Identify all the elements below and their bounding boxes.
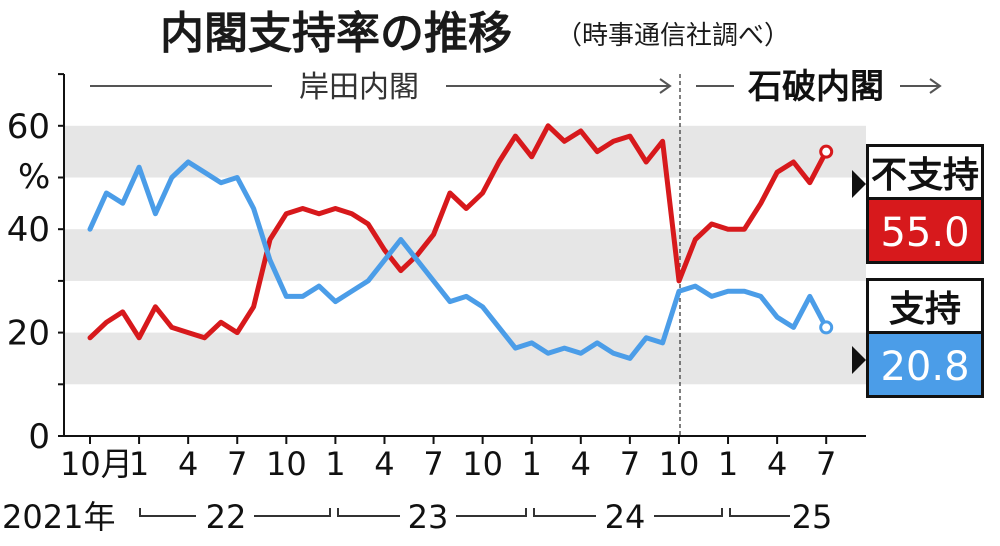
y-axis-ticks: 0 20 40 60 [7,73,64,457]
x-tick-label: 1 [718,445,738,483]
year-label-24: 24 [605,498,646,536]
year-label-2021: 2021年 [2,498,115,536]
arrow-right-icon [929,78,942,94]
y-tick-label: 0 [28,417,50,457]
series-layer [87,123,834,361]
legend-label-disapproval: 不支持 [871,155,979,196]
chart-title: 内閣支持率の推移 [160,8,512,59]
x-tick-label: 4 [374,445,394,483]
y-tick-label: 60 [7,107,50,147]
x-tick-label: 7 [620,445,640,483]
era-label-kishida: 岸田内閣 [299,70,419,105]
y-tick-label: 40 [7,210,50,250]
year-bracket [254,508,331,517]
year-bracket [729,508,790,517]
legend-label-approval: 支持 [889,289,961,330]
series-endpoint-disapproval [819,144,834,159]
year-bracket [533,508,596,517]
x-tick-label: 1 [325,445,345,483]
legend-value-disapproval: 55.0 [880,210,969,256]
y-tick-label: 20 [7,314,50,354]
era-label-ishiba: 石破内閣 [747,67,884,107]
year-bracket [654,508,723,517]
era-kishida: 岸田内閣 [90,70,672,105]
series-endpoint-approval [819,320,834,335]
x-tick-label: 7 [816,445,836,483]
year-bracket [337,508,400,517]
year-label-23: 23 [408,498,449,536]
x-tick-label: 10 [266,445,307,483]
grid-band [64,332,866,385]
year-axis: 2021年 22 23 24 25 [2,498,832,536]
pointer-icon [852,170,866,198]
x-tick-label: 4 [571,445,591,483]
legend-box-value-bg [869,200,981,261]
legend-box-label-bg [869,147,981,197]
series-line-approval [87,159,829,361]
year-label-25: 25 [792,498,833,536]
grid-band [64,125,866,178]
series-line-disapproval [87,123,829,341]
legend-box-label-bg [869,281,981,331]
era-ishiba: 石破内閣 [696,67,942,107]
legend-value-approval: 20.8 [880,344,969,390]
x-tick-label: 1 [129,445,149,483]
x-tick-label: 1 [522,445,542,483]
x-tick-label: 4 [178,445,198,483]
arrow-right-icon [659,78,672,94]
x-tick-label: 7 [227,445,247,483]
year-bracket [139,508,196,517]
x-tick-label: 10月 [60,445,133,483]
grid-band [64,229,866,281]
year-label-22: 22 [206,498,247,536]
x-tick-label: 4 [767,445,787,483]
y-axis-unit: % [18,157,50,197]
legend-box-value-bg [869,334,981,395]
pointer-icon [852,346,866,374]
x-tick-label: 7 [423,445,443,483]
grid-bands [64,125,866,385]
x-tick-label: 10 [659,445,700,483]
legend-approval: 支持 20.8 [852,278,984,398]
x-tick-label: 10 [462,445,503,483]
legend-disapproval: 不支持 55.0 [852,144,984,264]
chart-subtitle: （時事通信社調べ） [556,21,790,51]
year-bracket [456,508,527,517]
